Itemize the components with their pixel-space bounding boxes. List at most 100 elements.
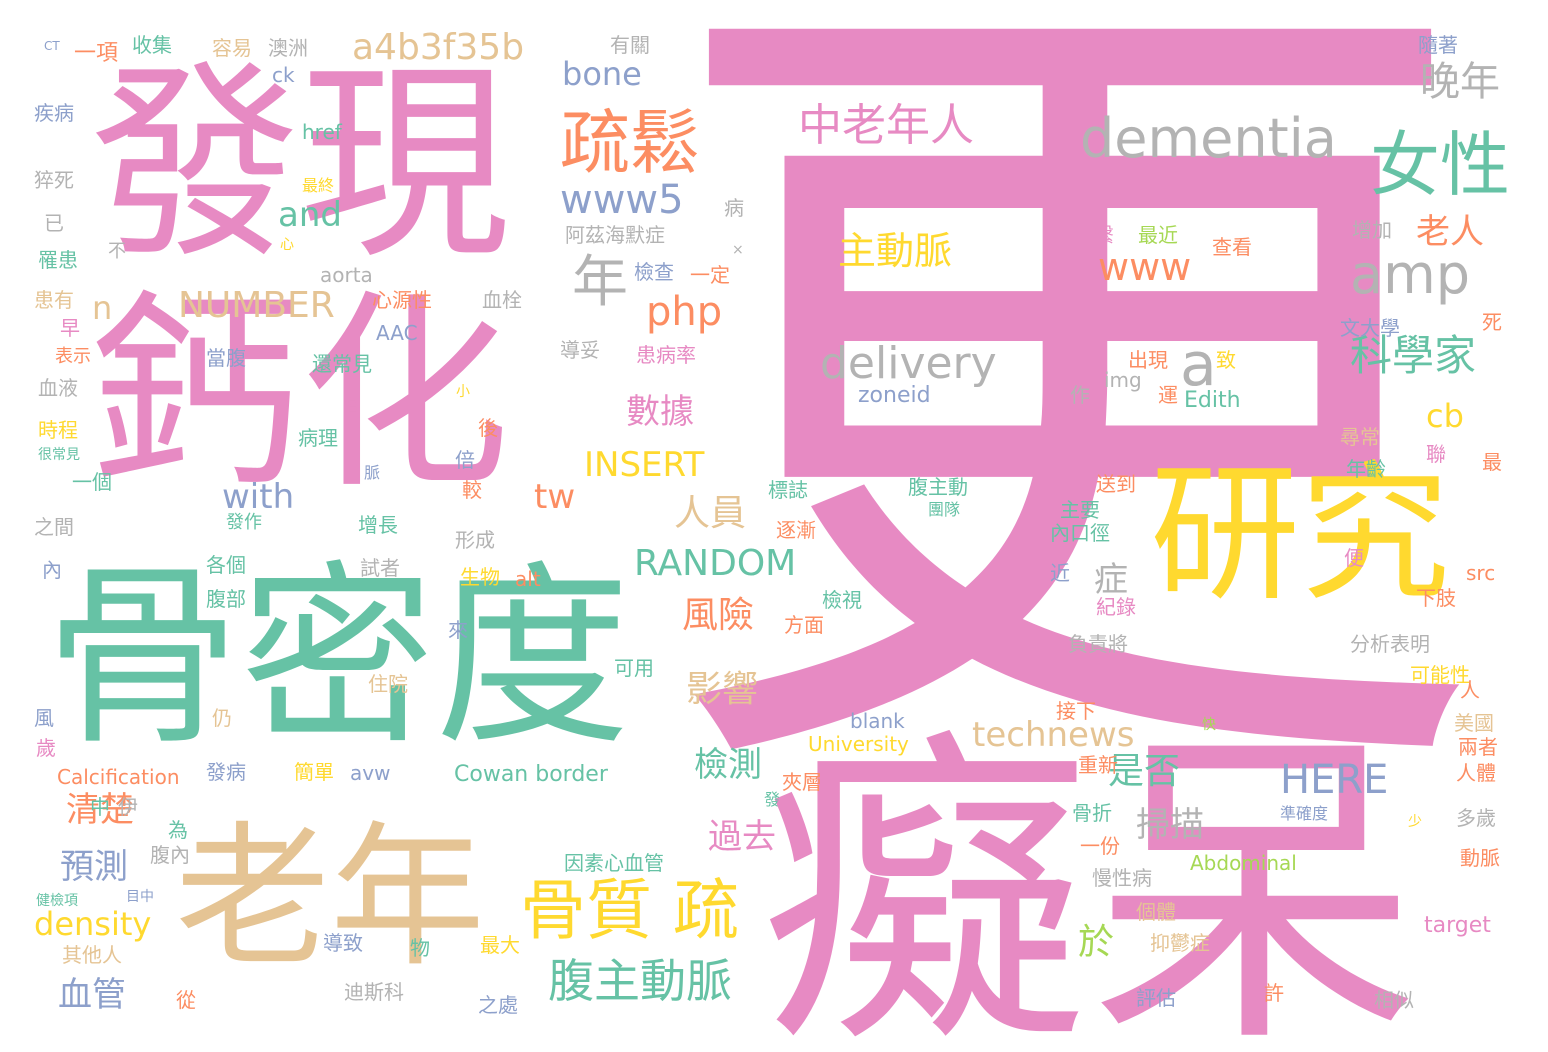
cloud-word: 名 — [344, 396, 361, 415]
cloud-word: 接下 — [1056, 699, 1096, 723]
cloud-word: 心源性 — [372, 288, 432, 312]
cloud-word: 試者 — [360, 556, 400, 580]
cloud-word: × — [732, 242, 744, 258]
cloud-word: 文大學 — [1340, 316, 1400, 340]
cloud-word: 為 — [168, 818, 188, 842]
cloud-word: 近 — [1050, 561, 1070, 585]
cloud-word: 晚年 — [1420, 59, 1500, 105]
cloud-word: 發作 — [226, 512, 262, 533]
cloud-word: 便 — [1344, 546, 1364, 570]
cloud-word: 重新 — [1078, 753, 1118, 777]
cloud-word: INSERT — [584, 445, 705, 485]
cloud-word: 夾層 — [782, 770, 822, 794]
cloud-word: 中老年人 — [798, 100, 974, 151]
cloud-word: 一定 — [690, 263, 730, 287]
cloud-word: 最終 — [302, 176, 335, 195]
cloud-word: 簡單 — [294, 760, 334, 784]
cloud-word: 是否 — [1108, 751, 1181, 792]
cloud-word: 內 — [42, 558, 62, 582]
cloud-word: 物 — [410, 936, 430, 960]
cloud-word: 鈣化 — [90, 272, 511, 517]
cloud-word: 疏鬆 — [560, 102, 700, 184]
cloud-word: 科學家 — [1350, 331, 1477, 380]
cloud-word: 年 — [572, 250, 628, 315]
cloud-word: 一份 — [1080, 834, 1120, 858]
cloud-word: 人員 — [674, 493, 747, 534]
cloud-word: 迪斯科 — [344, 980, 404, 1004]
cloud-word: blank — [850, 709, 905, 733]
cloud-word: 逐漸 — [776, 518, 816, 542]
cloud-word: 一個 — [72, 470, 112, 494]
cloud-word: 已 — [44, 211, 64, 235]
cloud-word: zoneid — [858, 383, 931, 408]
cloud-word: 團隊 — [928, 500, 961, 519]
cloud-word: 各個 — [206, 553, 246, 577]
cloud-word: Calcification — [57, 765, 180, 789]
cloud-word: 住院 — [368, 672, 408, 696]
cloud-word: 檢視 — [822, 588, 862, 612]
cloud-word: aorta — [320, 263, 373, 287]
cloud-word: HERE — [1280, 757, 1389, 803]
cloud-word: 倍 — [455, 448, 475, 472]
cloud-word: 因素心血管 — [564, 851, 664, 875]
cloud-word: 當腹 — [206, 346, 246, 370]
cloud-word: 較 — [462, 478, 482, 502]
cloud-word: 形成 — [455, 528, 495, 552]
cloud-word: 負責將 — [1068, 632, 1128, 656]
cloud-word: 增加 — [1352, 218, 1392, 242]
cloud-word: 中 — [90, 795, 110, 819]
cloud-word: n — [92, 289, 113, 327]
cloud-word: 病 — [724, 196, 744, 220]
cloud-word: 數據 — [626, 392, 694, 432]
cloud-word: target — [1424, 913, 1491, 938]
cloud-word: 清楚 — [66, 790, 134, 830]
cloud-word: 時程 — [38, 418, 78, 442]
cloud-word: 澳洲 — [268, 36, 308, 60]
cloud-word: delivery — [820, 338, 997, 389]
cloud-word: 標誌 — [768, 478, 808, 502]
cloud-word: AAC — [376, 321, 418, 345]
cloud-word: 作 — [1070, 383, 1090, 407]
cloud-word: 人體 — [1456, 761, 1496, 785]
cloud-word: 準確度 — [1280, 804, 1329, 823]
cloud-word: 骨密度 — [45, 544, 630, 771]
cloud-word: 送到 — [1096, 472, 1136, 496]
cloud-word: 患病率 — [636, 343, 696, 367]
cloud-word: 血栓 — [482, 288, 522, 312]
cloud-word: a — [1180, 330, 1217, 400]
cloud-word: CT — [44, 39, 60, 53]
cloud-word: 老人 — [1416, 212, 1484, 252]
cloud-word: 導妥 — [560, 338, 600, 362]
cloud-word: 死 — [1482, 310, 1502, 334]
cloud-word: 脈 — [364, 463, 381, 482]
cloud-word: 一項 — [74, 41, 119, 66]
cloud-word: University — [808, 732, 909, 756]
cloud-word: a4b3f35b — [352, 27, 525, 68]
cloud-word: 掃描 — [1136, 805, 1204, 845]
cloud-word: 表示 — [55, 346, 91, 367]
cloud-word: 內口徑 — [1050, 521, 1110, 545]
cloud-word: cb — [1426, 397, 1464, 435]
cloud-word: 仍 — [212, 706, 232, 730]
cloud-word: 人 — [1460, 678, 1480, 702]
cloud-word: 動脈 — [1460, 846, 1500, 870]
cloud-word: 發 — [764, 790, 781, 809]
cloud-word: 抑鬱症 — [1150, 931, 1210, 955]
cloud-word: 個體 — [1136, 900, 1176, 924]
cloud-word: 發病 — [206, 760, 246, 784]
cloud-word: 腹部 — [206, 587, 246, 611]
cloud-word: amp — [1350, 243, 1470, 306]
cloud-word: 下肢 — [1416, 586, 1456, 610]
cloud-word: 出現 — [1128, 348, 1168, 372]
cloud-word: 其他人 — [62, 943, 122, 967]
cloud-word: 血液 — [38, 376, 78, 400]
cloud-word: 於 — [1078, 922, 1115, 963]
cloud-word: with — [222, 477, 295, 517]
cloud-word: 查看 — [1212, 235, 1252, 259]
cloud-word: php — [646, 289, 723, 335]
cloud-word: 小 — [456, 384, 470, 400]
cloud-word: 少 — [1408, 814, 1422, 830]
cloud-word: 從 — [176, 988, 196, 1012]
cloud-word: 尋常 — [1340, 425, 1380, 449]
cloud-word: 隨著 — [1418, 33, 1458, 57]
